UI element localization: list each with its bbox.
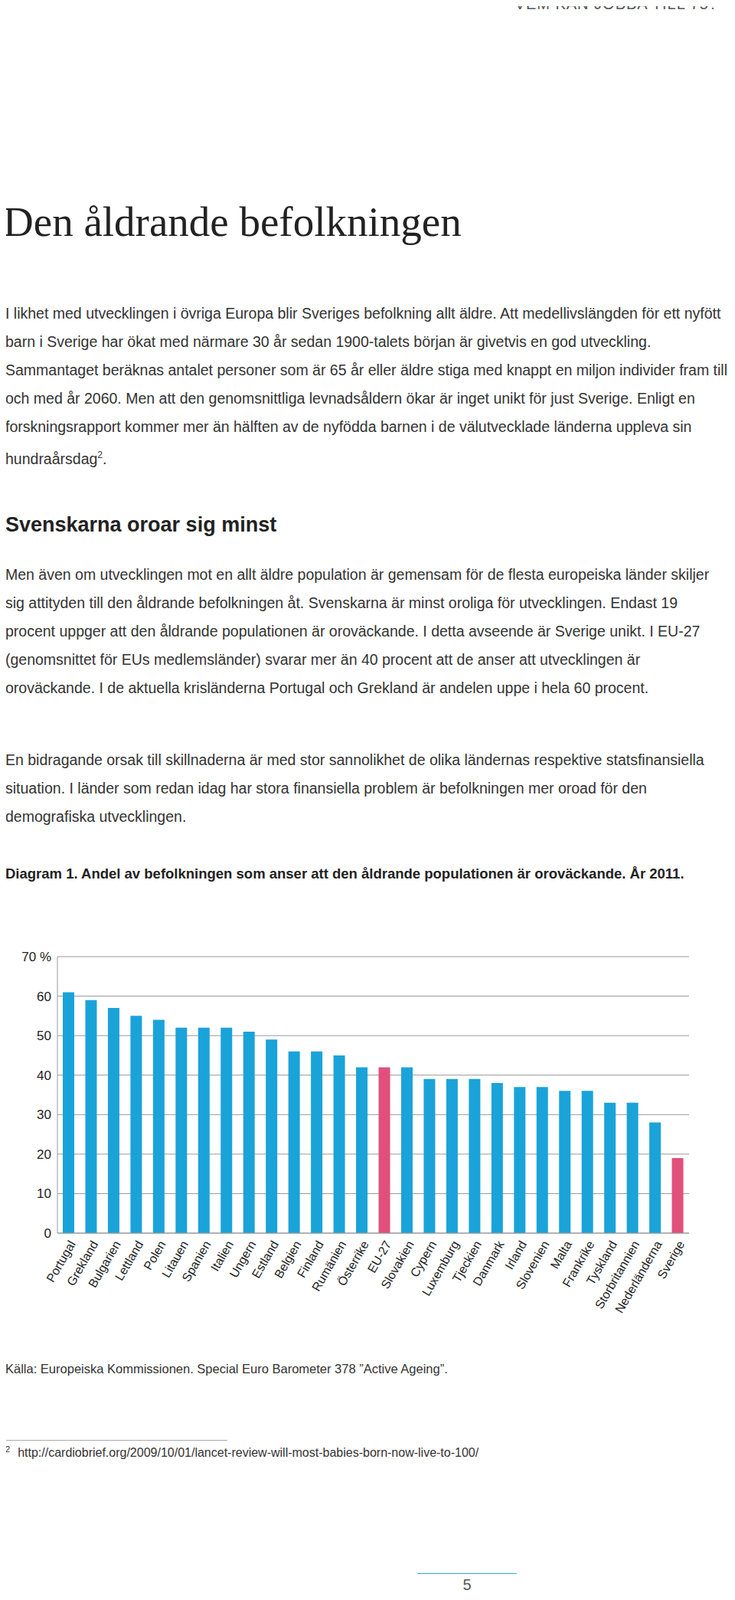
svg-text:Grekland: Grekland	[64, 1238, 101, 1288]
svg-text:20: 20	[36, 1146, 52, 1162]
svg-text:Belgien: Belgien	[271, 1238, 304, 1280]
svg-text:Cypern: Cypern	[407, 1238, 439, 1279]
svg-text:Tyskland: Tyskland	[583, 1238, 620, 1287]
svg-text:Polen: Polen	[141, 1238, 169, 1272]
svg-text:Ungern: Ungern	[227, 1238, 259, 1280]
html-text:Den åldrande befolkningen: Den åldrande befolkningen	[3, 198, 462, 245]
svg-text:Slovenien: Slovenien	[513, 1238, 553, 1291]
html-text:2: 2	[5, 1443, 11, 1454]
svg-text:Danmark: Danmark	[470, 1237, 507, 1288]
html-text:Svenskarna oroar sig minst: Svenskarna oroar sig minst	[5, 512, 277, 536]
html-text:Men även om utvecklingen mot e: Men även om utvecklingen mot en allt äld…	[5, 565, 710, 696]
svg-text:Litauen: Litauen	[159, 1238, 191, 1280]
svg-text:Luxemburg: Luxemburg	[419, 1238, 462, 1298]
svg-text:Estland: Estland	[249, 1238, 281, 1280]
html-text:I likhet med utvecklingen i öv: I likhet med utvecklingen i övriga Europ…	[5, 304, 728, 467]
svg-text:Finland: Finland	[294, 1238, 327, 1280]
svg-text:10: 10	[36, 1185, 52, 1201]
svg-text:EU-27: EU-27	[365, 1238, 394, 1275]
svg-text:Nederländerna: Nederländerna	[612, 1238, 665, 1315]
svg-text:Lettland: Lettland	[112, 1238, 146, 1283]
html-text:Diagram 1. Andel av befolkning: Diagram 1. Andel av befolkningen som ans…	[5, 865, 685, 882]
html-text:http://cardiobrief.org/2009/10: http://cardiobrief.org/2009/10/01/lancet…	[17, 1445, 479, 1459]
svg-text:Portugal: Portugal	[43, 1238, 78, 1285]
html-text:5: 5	[462, 1575, 472, 1593]
svg-text:Österrike: Österrike	[335, 1238, 372, 1288]
svg-text:Rumänien: Rumänien	[309, 1238, 349, 1293]
svg-text:Bulgarien: Bulgarien	[85, 1238, 124, 1290]
svg-text:Irland: Irland	[502, 1238, 530, 1272]
svg-text:Spanien: Spanien	[179, 1238, 213, 1284]
svg-text:Malta: Malta	[547, 1238, 575, 1271]
svg-text:Sverige: Sverige	[654, 1238, 687, 1281]
svg-text:40: 40	[36, 1068, 52, 1083]
svg-text:50: 50	[36, 1028, 52, 1043]
svg-text:Frankrike: Frankrike	[559, 1238, 597, 1289]
html-text:En bidragande orsak till skill: En bidragande orsak till skillnaderna är…	[5, 751, 705, 825]
svg-text:Storbritannien: Storbritannien	[592, 1238, 642, 1311]
svg-text:Tjeckien: Tjeckien	[449, 1238, 485, 1285]
svg-text:Italien: Italien	[208, 1238, 236, 1273]
html-text:Källa: Europeiska Kommissionen: Källa: Europeiska Kommissionen. Special …	[5, 1361, 448, 1376]
svg-text:Slovakien: Slovakien	[378, 1238, 416, 1291]
svg-text:70 %: 70 %	[21, 949, 52, 964]
svg-text:0: 0	[44, 1225, 52, 1241]
svg-text:30: 30	[36, 1107, 52, 1122]
svg-text:60: 60	[36, 989, 52, 1004]
